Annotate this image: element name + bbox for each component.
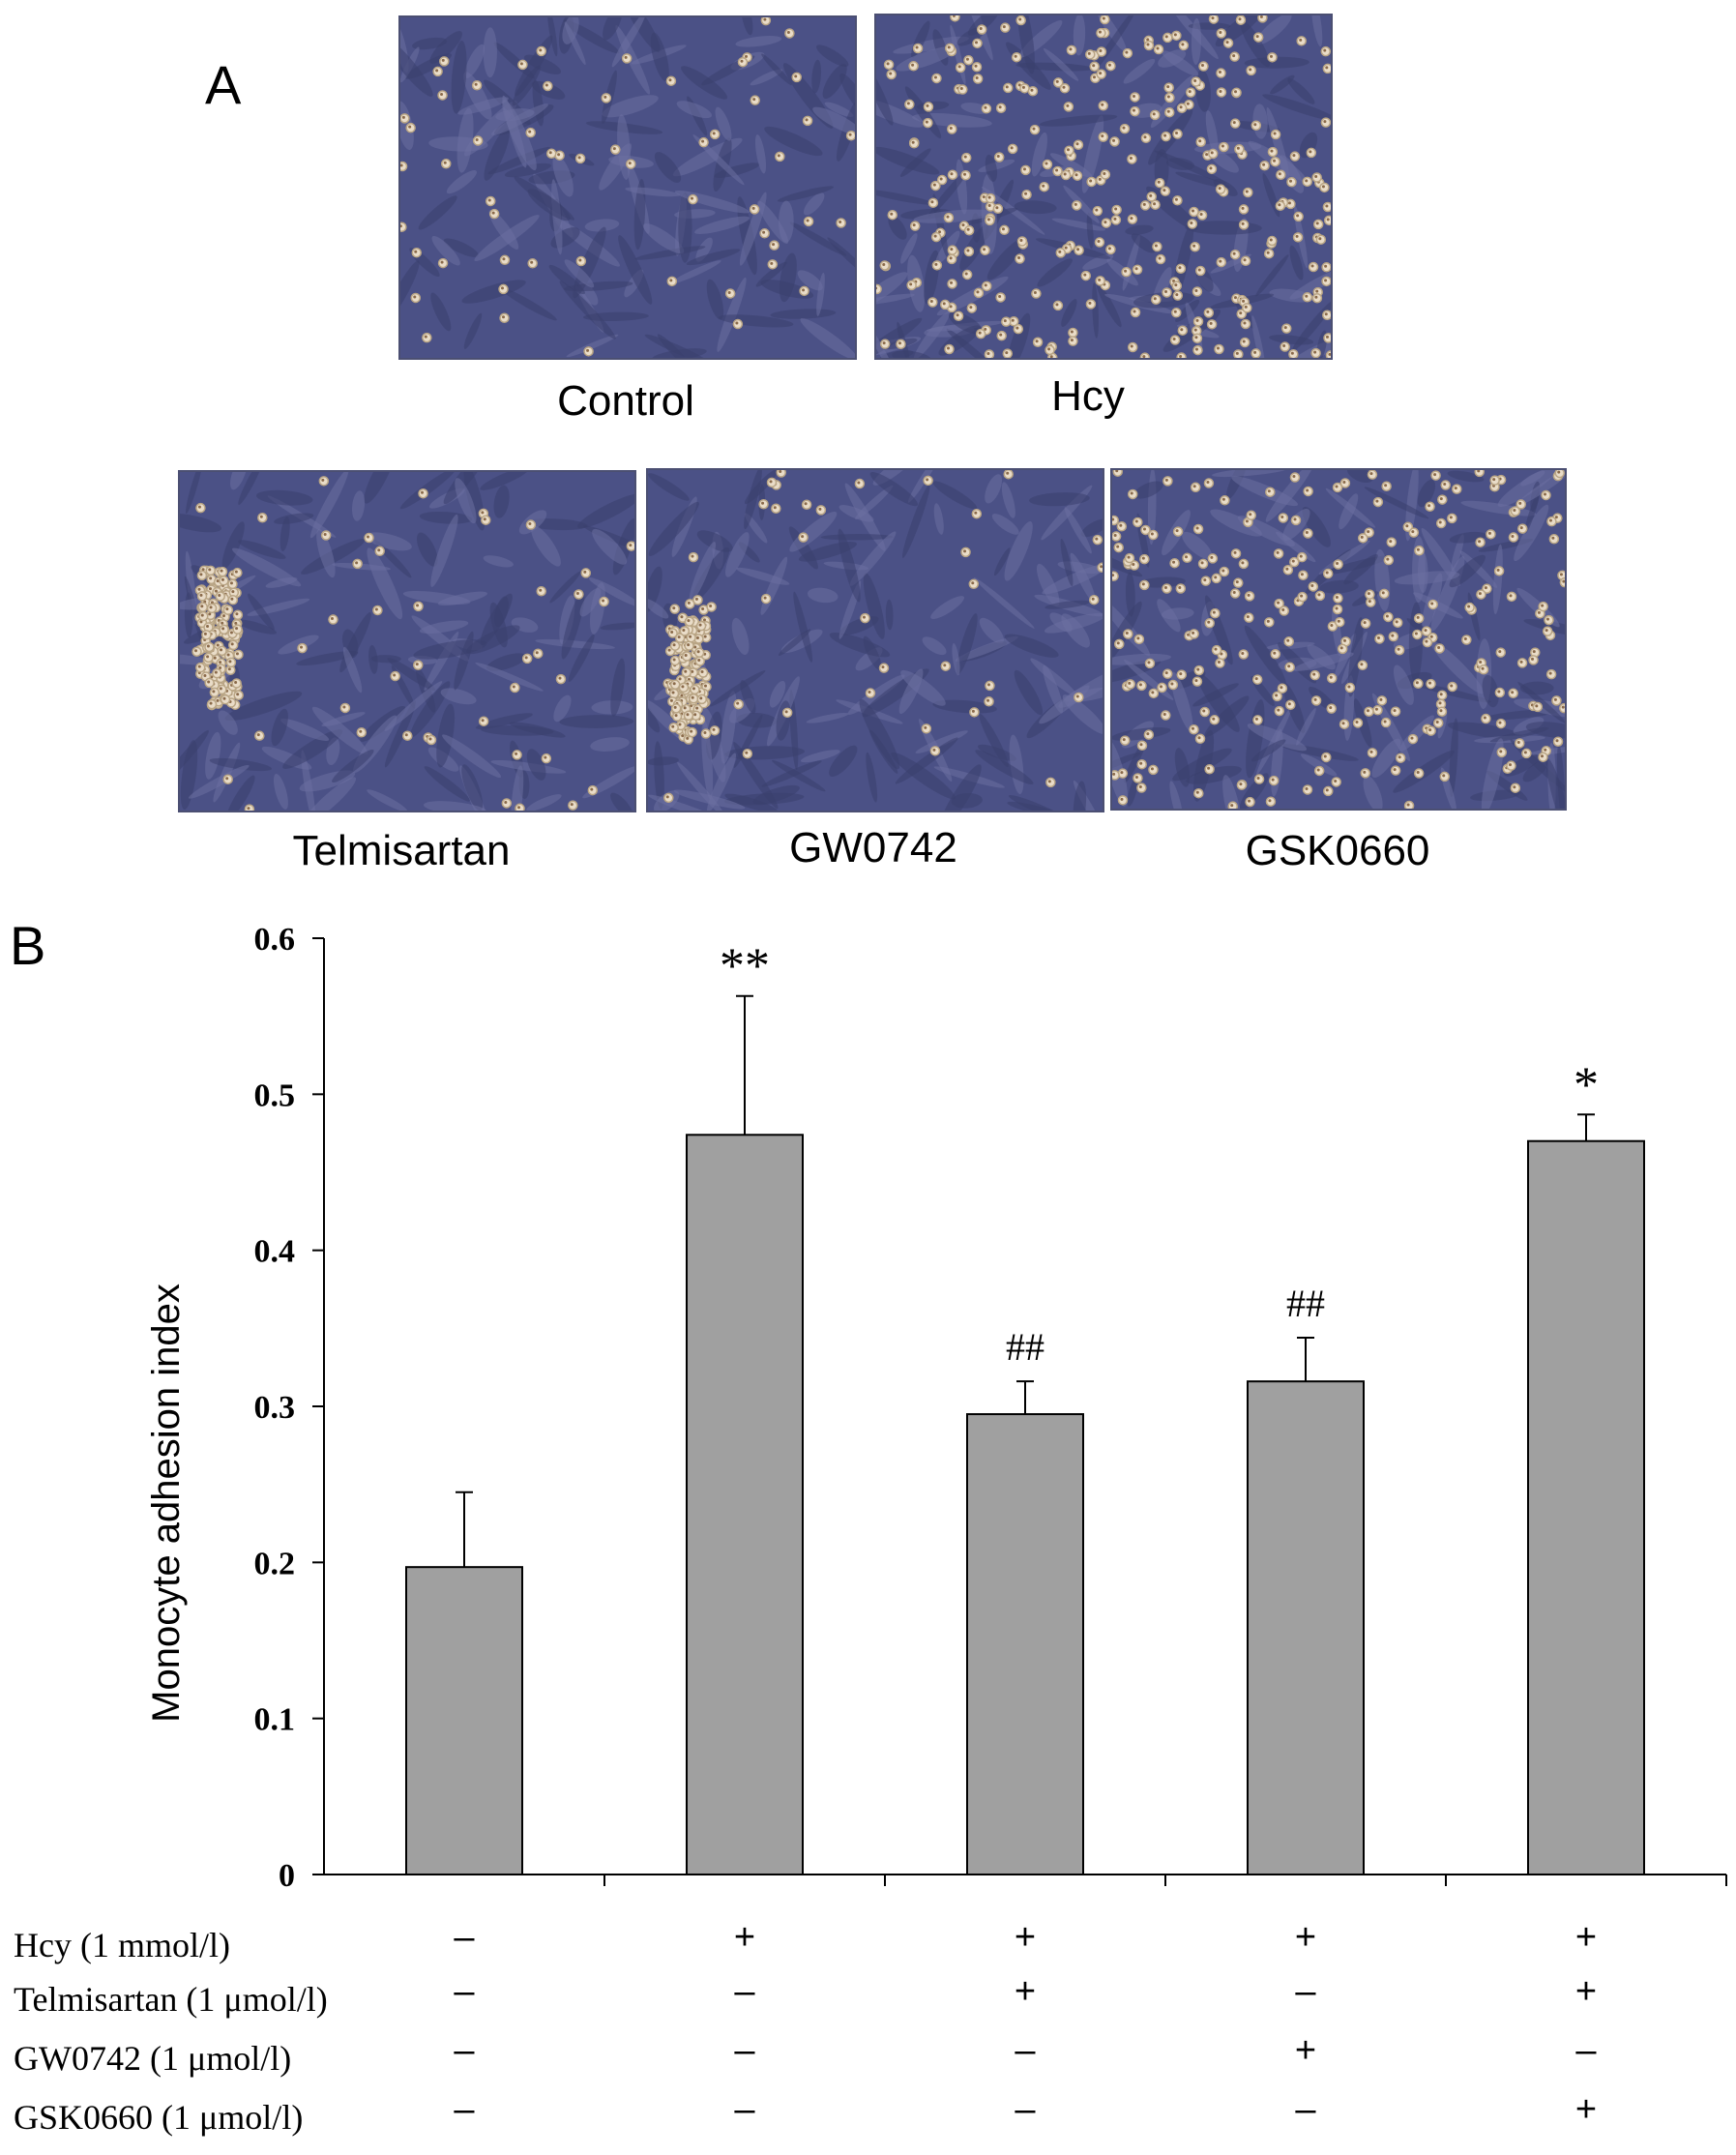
y-tick-label: 0 (279, 1858, 295, 1894)
treatment-sign: + (733, 1917, 756, 1958)
micrograph-label-gsk0660: GSK0660 (1245, 827, 1430, 874)
micrograph-control (398, 15, 857, 360)
treatment-row-label: Telmisartan (1 μmol/l) (14, 1980, 328, 2019)
y-tick-label: 0.6 (254, 922, 296, 958)
treatment-sign: – (454, 1917, 475, 1958)
y-tick-label: 0.4 (254, 1234, 296, 1270)
micrograph-label-gw0742: GW0742 (789, 824, 957, 871)
significance-label: ## (1286, 1282, 1325, 1325)
treatment-sign: – (1295, 1971, 1316, 2012)
y-tick-label: 0.3 (254, 1390, 296, 1426)
micrograph-texture (400, 17, 855, 358)
micrograph-texture (648, 470, 1103, 811)
y-tick-label: 0.1 (254, 1702, 296, 1738)
treatment-row-label: GSK0660 (1 μmol/l) (14, 2098, 304, 2137)
bar (1247, 1380, 1365, 1875)
treatment-sign: + (1014, 1971, 1037, 2012)
bar (1527, 1139, 1645, 1875)
treatment-sign: + (1014, 1917, 1037, 1958)
y-axis-label: Monocyte adhesion index (145, 1284, 188, 1723)
treatment-sign: + (1574, 2089, 1598, 2130)
significance-label: ** (720, 939, 770, 994)
bar (686, 1134, 804, 1875)
treatment-sign: – (734, 2030, 755, 2071)
panel-a-label: A (205, 54, 242, 115)
bar (405, 1566, 523, 1875)
treatment-sign: – (454, 1971, 475, 2012)
micrograph-label-control: Control (557, 377, 694, 425)
treatment-sign: – (1015, 2030, 1036, 2071)
treatment-sign: – (454, 2030, 475, 2071)
micrograph-label-hcy: Hcy (1051, 372, 1125, 420)
treatment-sign: – (734, 2089, 755, 2130)
treatment-sign: – (1575, 2030, 1597, 2071)
significance-label: ## (1006, 1325, 1045, 1369)
treatment-sign: – (1015, 2089, 1036, 2130)
micrograph-texture (180, 472, 634, 811)
y-tick-label: 0.5 (254, 1078, 296, 1113)
treatment-sign: + (1294, 1917, 1317, 1958)
treatment-sign: + (1574, 1971, 1598, 2012)
panel-b-label: B (10, 915, 46, 976)
treatment-row-label: Hcy (1 mmol/l) (14, 1926, 230, 1964)
treatment-sign: – (734, 1971, 755, 2012)
micrograph-texture (876, 15, 1331, 358)
treatment-sign: + (1574, 1917, 1598, 1958)
treatment-sign: + (1294, 2030, 1317, 2071)
significance-label: * (1574, 1057, 1599, 1112)
bar-chart: 0 0.1 0.2 0.3 0.4 0.5 0.6 Monocyte adhesion ind… (145, 922, 1727, 1894)
treatment-row-label: GW0742 (1 μmol/l) (14, 2039, 292, 2078)
treatment-sign: – (1295, 2089, 1316, 2130)
micrograph-gw0742 (646, 468, 1104, 812)
treatment-sign: – (454, 2089, 475, 2130)
micrograph-telmisartan (178, 470, 636, 812)
micrograph-gsk0660 (1110, 468, 1567, 811)
y-tick-label: 0.2 (254, 1546, 296, 1581)
micrograph-hcy (874, 14, 1333, 360)
micrograph-label-telmisartan: Telmisartan (292, 827, 511, 874)
bar (966, 1413, 1084, 1875)
micrograph-texture (1112, 470, 1565, 809)
